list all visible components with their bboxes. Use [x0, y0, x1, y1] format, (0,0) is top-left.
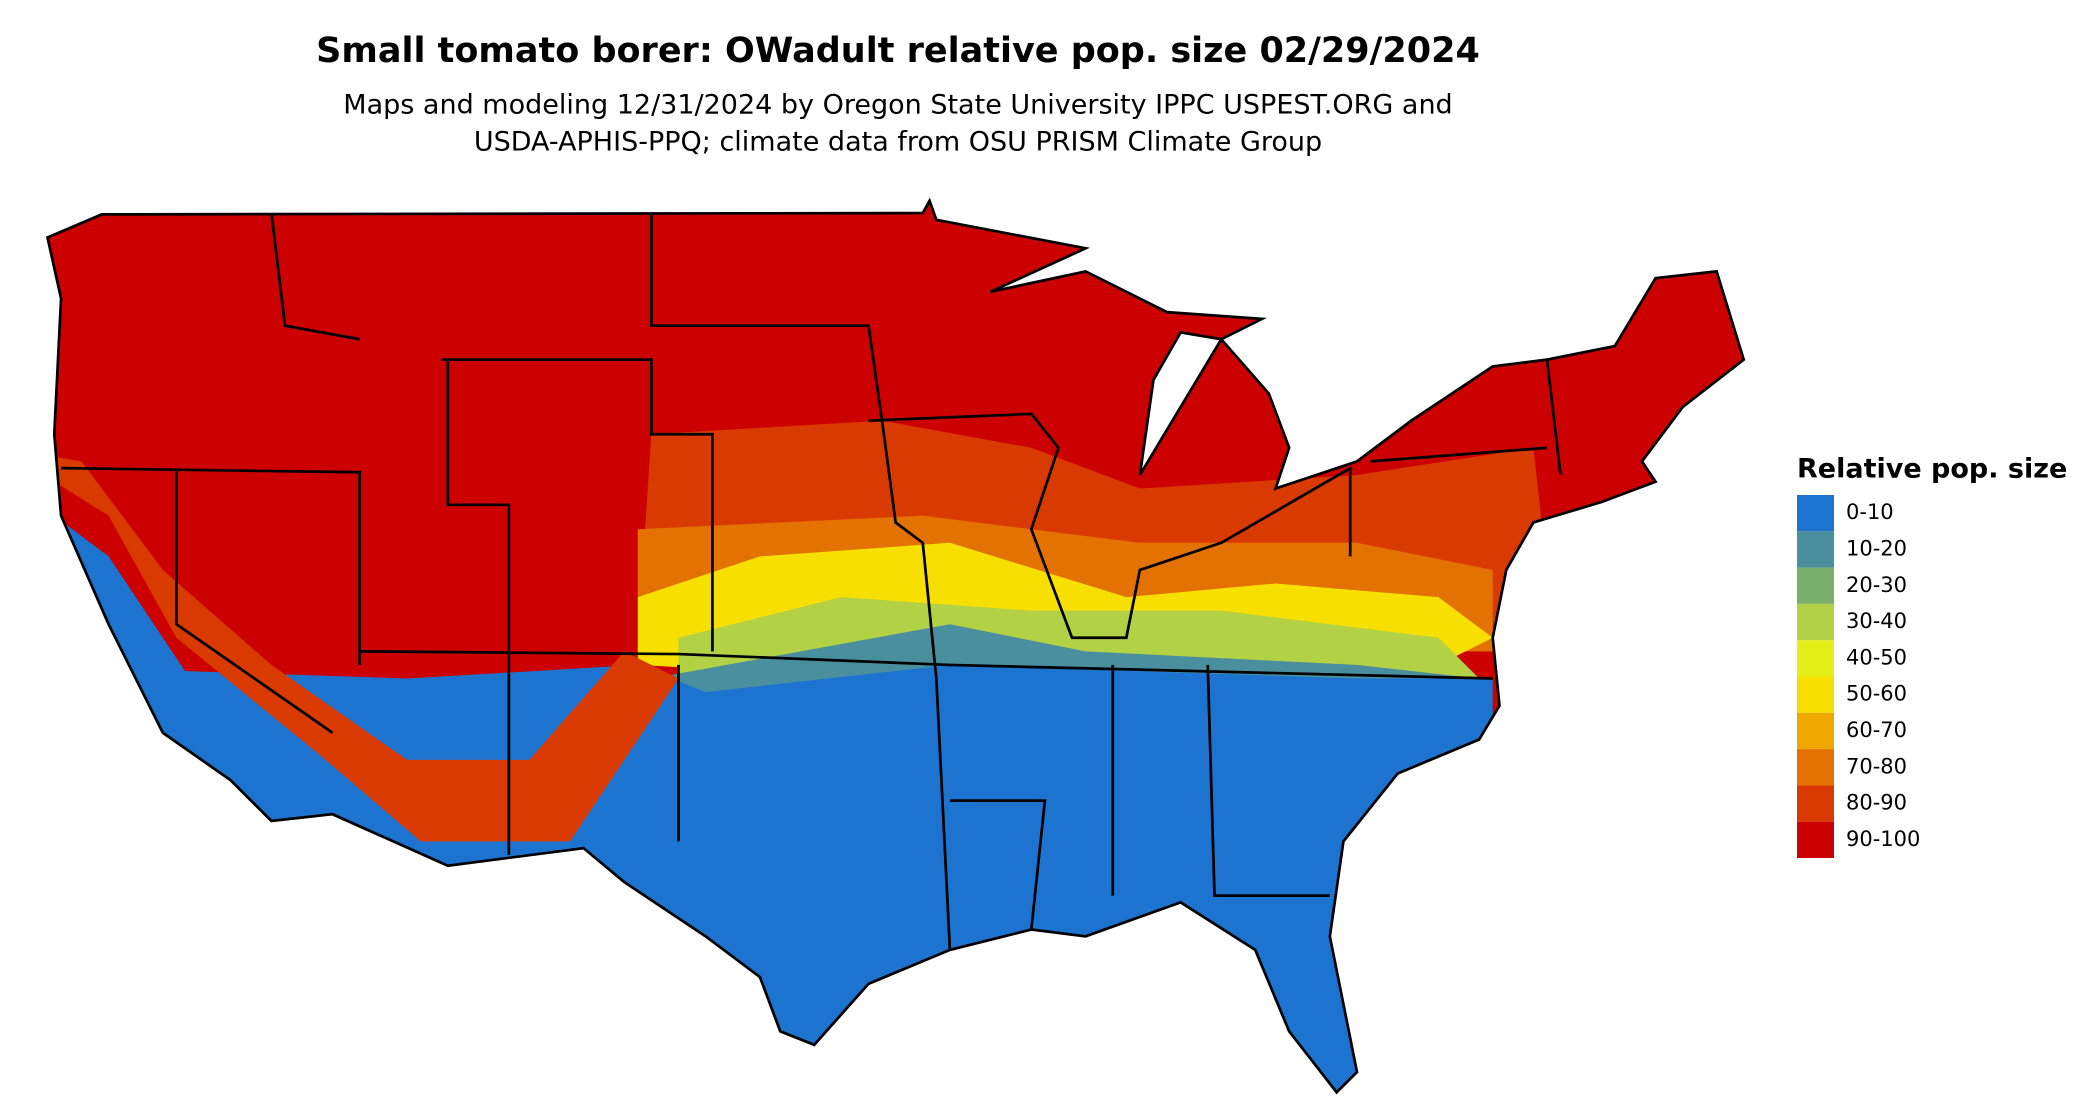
legend-swatch — [1797, 640, 1834, 677]
legend-swatch — [1797, 531, 1834, 568]
legend-label: 80-90 — [1846, 791, 1907, 815]
legend-label: 0-10 — [1846, 500, 1894, 524]
title: Small tomato borer: OWadult relative pop… — [316, 31, 1480, 71]
legend-swatch — [1797, 603, 1834, 641]
legend-swatch — [1797, 712, 1834, 750]
zone-mountains — [47, 447, 679, 842]
legend-title: Relative pop. size — [1797, 454, 2067, 485]
legend: 0-10 10-20 20-30 30-40 40-50 50-60 60-70 70-80 8… — [1797, 495, 1920, 858]
subtitle: Maps and modeling 12/31/2024 by Oregon S… — [343, 90, 1452, 121]
map-fill — [47, 200, 1744, 1093]
legend-swatch — [1797, 749, 1834, 786]
legend-swatch — [1797, 676, 1834, 713]
legend-swatch — [1797, 495, 1834, 532]
legend-label: 30-40 — [1846, 609, 1907, 633]
legend-label: 90-100 — [1846, 827, 1920, 851]
legend-label: 10-20 — [1846, 536, 1907, 560]
legend-label: 50-60 — [1846, 682, 1907, 706]
legend-label: 40-50 — [1846, 645, 1907, 669]
legend-swatch — [1797, 785, 1834, 822]
zone-california — [54, 515, 299, 815]
legend-swatch — [1797, 821, 1834, 858]
map — [46, 199, 1746, 1094]
state-borders — [61, 212, 1562, 950]
legend-label: 70-80 — [1846, 754, 1907, 778]
legend-label: 20-30 — [1846, 573, 1907, 597]
subtitle: USDA-APHIS-PPQ; climate data from OSU PR… — [474, 127, 1322, 158]
legend-label: 60-70 — [1846, 718, 1907, 742]
legend-swatch — [1797, 567, 1834, 604]
